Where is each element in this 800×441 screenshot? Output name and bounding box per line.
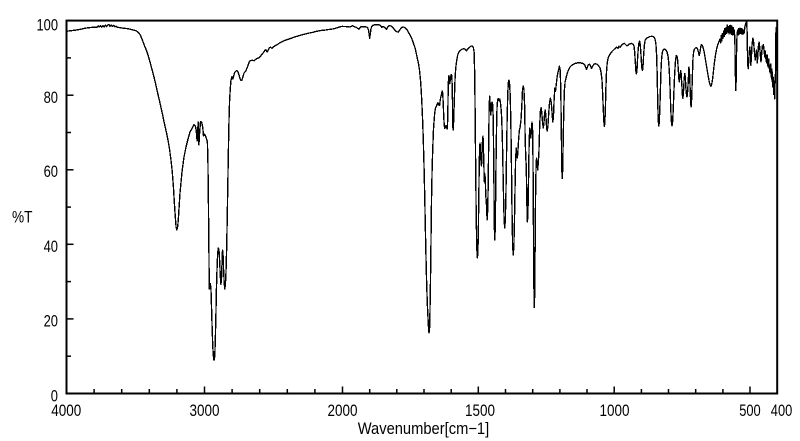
svg-text:400: 400 [771,401,793,420]
svg-text:20: 20 [44,312,58,331]
svg-text:100: 100 [37,16,59,35]
svg-text:500: 500 [739,401,761,420]
svg-text:60: 60 [44,162,58,181]
svg-text:4000: 4000 [51,401,81,420]
svg-text:2000: 2000 [328,401,358,420]
svg-text:40: 40 [44,237,58,256]
svg-text:0: 0 [51,387,58,406]
svg-text:1500: 1500 [465,401,495,420]
svg-text:3000: 3000 [190,401,220,420]
svg-text:80: 80 [44,88,58,107]
svg-text:%T: %T [12,208,33,227]
svg-text:1000: 1000 [600,401,630,420]
svg-text:Wavenumber[cm−1]: Wavenumber[cm−1] [358,420,490,438]
